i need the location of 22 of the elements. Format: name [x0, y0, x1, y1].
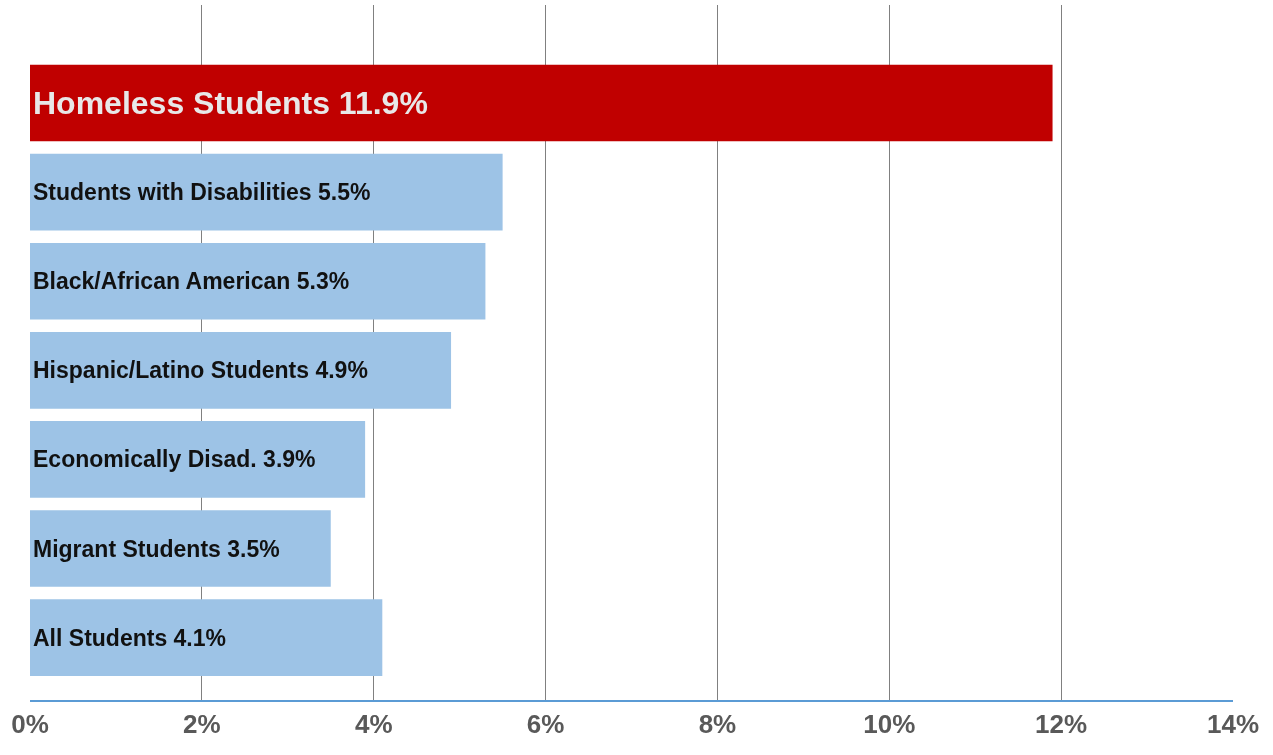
- x-tick-label: 10%: [863, 709, 916, 740]
- category-label: All Students 4.1%: [33, 624, 226, 651]
- bar: [30, 332, 452, 409]
- x-tick-label: 8%: [698, 709, 737, 740]
- bar: [30, 421, 366, 498]
- x-tick-label: 6%: [526, 709, 565, 740]
- bar: [30, 242, 486, 320]
- x-tick-label: 12%: [1035, 709, 1088, 740]
- x-tick-label: 2%: [183, 709, 221, 740]
- bar: [30, 510, 331, 587]
- category-label: Economically Disad. 3.9%: [33, 446, 316, 473]
- category-label: Hispanic/Latino Students 4.9%: [33, 357, 368, 384]
- x-tick-label: 0%: [11, 709, 49, 740]
- x-tick-label: 4%: [354, 709, 393, 740]
- category-label: Migrant Students 3.5%: [33, 535, 280, 562]
- category-label: Students with Disabilities 5.5%: [33, 179, 371, 206]
- bar: [30, 153, 503, 231]
- x-tick-label: 14%: [1206, 709, 1260, 740]
- bar: [30, 64, 1053, 142]
- bar: [30, 599, 383, 676]
- category-label: Black/African American 5.3%: [33, 268, 350, 295]
- category-label: Homeless Students 11.9%: [33, 85, 428, 122]
